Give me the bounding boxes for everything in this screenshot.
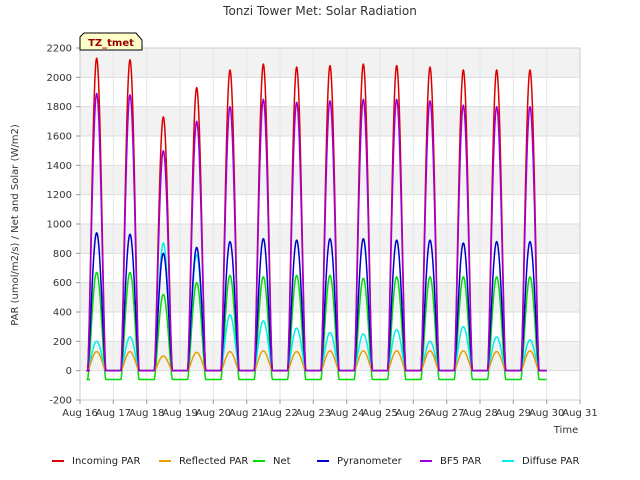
x-tick-label: Aug 17 — [96, 408, 131, 419]
x-tick-label: Aug 26 — [396, 408, 431, 419]
x-tick-label: Aug 23 — [296, 408, 331, 419]
legend-label: Reflected PAR — [179, 456, 248, 467]
y-tick-label: 1600 — [47, 132, 72, 143]
plot-band — [80, 48, 580, 78]
series-line-net — [86, 271, 547, 381]
series-line-bf5-par — [86, 92, 547, 372]
x-tick-label: Aug 31 — [562, 408, 597, 419]
x-tick-label: Aug 25 — [362, 408, 397, 419]
x-tick-label: Aug 27 — [429, 408, 464, 419]
x-tick-label: Aug 24 — [329, 408, 364, 419]
x-tick-label: Aug 22 — [262, 408, 297, 419]
y-tick-label: 0 — [66, 366, 72, 377]
x-tick-label: Aug 20 — [196, 408, 231, 419]
legend-label: Net — [273, 456, 291, 467]
y-tick-label: 1400 — [47, 161, 72, 172]
x-tick-label: Aug 21 — [229, 408, 264, 419]
plot-band — [80, 106, 580, 136]
x-tick-label: Aug 30 — [529, 408, 564, 419]
y-tick-label: 600 — [53, 278, 72, 289]
x-tick-label: Aug 18 — [129, 408, 164, 419]
x-tick-label: Aug 28 — [462, 408, 497, 419]
site-badge-box — [79, 32, 143, 51]
x-tick-label: Aug 19 — [162, 408, 197, 419]
y-tick-label: 200 — [53, 337, 72, 348]
y-tick-label: 1200 — [47, 190, 72, 201]
y-tick-label: 2000 — [47, 73, 72, 84]
series-layer — [86, 57, 547, 381]
chart-title: Tonzi Tower Met: Solar Radiation — [222, 4, 417, 18]
legend-label: Incoming PAR — [72, 456, 141, 467]
y-tick-label: 800 — [53, 249, 72, 260]
plot-bands — [80, 48, 580, 371]
y-tick-label: 2200 — [47, 44, 72, 55]
x-tick-label: Aug 16 — [62, 408, 97, 419]
site-badge: TZ_tmet — [79, 32, 143, 51]
site-badge-label: TZ_tmet — [88, 38, 134, 49]
y-tick-label: 1000 — [47, 220, 72, 231]
y-tick-label: 1800 — [47, 102, 72, 113]
plot-band — [80, 165, 580, 195]
plot-band — [80, 282, 580, 312]
legend: Incoming PAR Reflected PAR Net Pyranometer B… — [52, 456, 579, 467]
y-tick-label: 400 — [53, 308, 72, 319]
y-tick-label: -200 — [49, 396, 72, 407]
y-axis-title: PAR (umol/m2/s) / Net and Solar (W/m2) — [10, 124, 21, 326]
x-axis-title: Time — [553, 425, 578, 436]
legend-label: Pyranometer — [337, 456, 403, 467]
y-axis-ticks: -200 0 200 400 600 800 1000 1200 1400 1600 1800 200… — [47, 44, 80, 407]
x-tick-label: Aug 29 — [496, 408, 531, 419]
legend-label: Diffuse PAR — [522, 456, 579, 467]
legend-label: BF5 PAR — [440, 456, 481, 467]
